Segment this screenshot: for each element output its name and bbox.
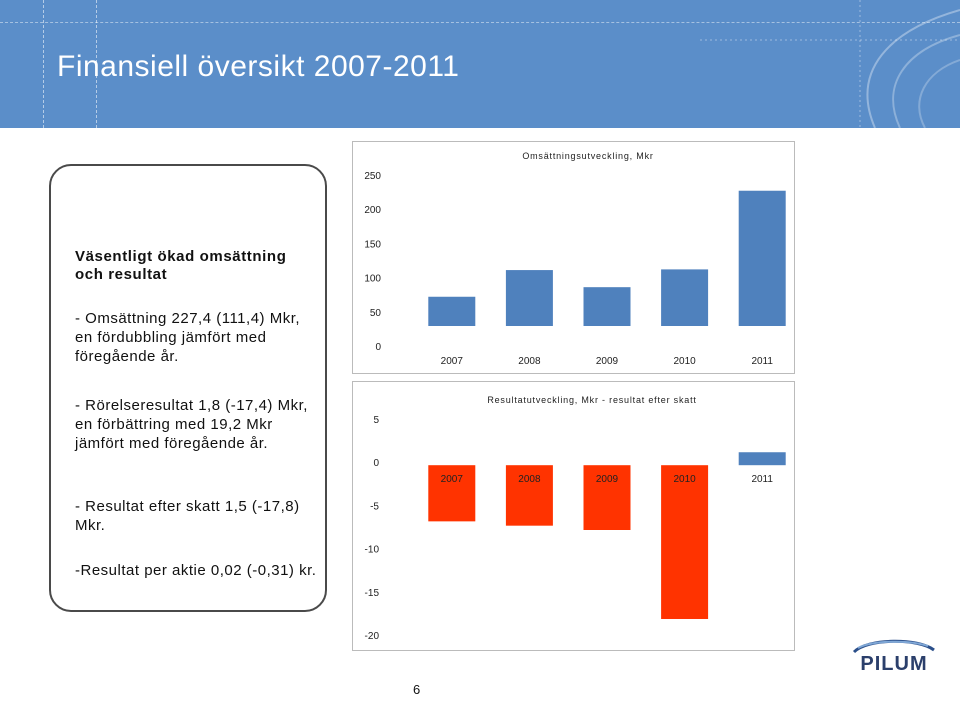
page-number: 6 — [413, 682, 421, 697]
result-bar-positive — [738, 452, 786, 466]
revenue-bar — [428, 296, 476, 326]
bullet-eps: -Resultat per aktie 0,02 (-0,31) kr. — [75, 562, 317, 579]
y-tick-label: -10 — [365, 545, 380, 556]
revenue-chart-svg: Omsättningsutveckling, Mkr 250 200 150 100 50… — [364, 151, 786, 367]
y-tick-label: 100 — [364, 274, 381, 285]
panel-heading: Väsentligt ökad omsättning och resultat — [75, 248, 287, 283]
header-guide-line — [96, 0, 98, 128]
bullet-revenue: - Omsättning 227,4 (111,4) Mkr, en fördu… — [75, 310, 301, 365]
y-tick-label: 5 — [373, 415, 379, 426]
x-tick-label: 2010 — [673, 474, 696, 485]
result-bar-negative — [583, 465, 631, 530]
revenue-bar — [661, 269, 709, 326]
result-bar-negative — [428, 465, 476, 522]
y-tick-label: 200 — [364, 205, 381, 216]
x-tick-label: 2009 — [596, 474, 619, 485]
result-chart-svg: Resultatutveckling, Mkr - resultat efter… — [365, 395, 786, 642]
y-tick-label: 0 — [373, 458, 379, 469]
slide-header: Finansiell översikt 2007-2011 — [0, 0, 960, 128]
header-swirl-decoration — [700, 0, 960, 128]
x-tick-label: 2008 — [518, 474, 541, 485]
x-tick-label: 2009 — [596, 356, 619, 367]
bullet-net-result: - Resultat efter skatt 1,5 (-17,8) Mkr. — [75, 498, 300, 534]
result-bar-negative — [661, 465, 709, 619]
revenue-bar — [738, 190, 786, 326]
x-tick-label: 2007 — [441, 474, 464, 485]
y-tick-label: -15 — [365, 588, 380, 599]
revenue-chart: Omsättningsutveckling, Mkr 250 200 150 100 50… — [352, 141, 795, 374]
revenue-bar — [505, 270, 553, 326]
y-tick-label: 150 — [364, 239, 381, 250]
slide-title: Finansiell översikt 2007-2011 — [57, 50, 460, 83]
chart-title: Omsättningsutveckling, Mkr — [522, 151, 653, 161]
chart-title: Resultatutveckling, Mkr - resultat efter… — [487, 395, 696, 405]
y-tick-label: 250 — [364, 171, 381, 182]
x-tick-label: 2008 — [518, 356, 541, 367]
result-bar-negative — [505, 465, 553, 526]
pilum-logo: PILUM — [852, 639, 935, 675]
result-chart: Resultatutveckling, Mkr - resultat efter… — [352, 381, 795, 651]
highlights-panel: Väsentligt ökad omsättning och resultat … — [49, 164, 327, 612]
bullet-operating-result: - Rörelseresultat 1,8 (-17,4) Mkr, en fö… — [75, 397, 308, 452]
header-guide-line — [0, 22, 960, 24]
x-tick-label: 2011 — [751, 356, 773, 367]
svg-text:PILUM: PILUM — [860, 653, 927, 675]
y-tick-label: 0 — [375, 342, 381, 353]
x-tick-label: 2007 — [441, 356, 464, 367]
revenue-bar — [583, 287, 631, 326]
header-guide-line — [43, 0, 45, 128]
y-tick-label: -20 — [365, 631, 380, 642]
x-tick-label: 2010 — [673, 356, 696, 367]
x-tick-label: 2011 — [751, 474, 773, 485]
y-tick-label: -5 — [370, 501, 379, 512]
y-tick-label: 50 — [370, 308, 382, 319]
